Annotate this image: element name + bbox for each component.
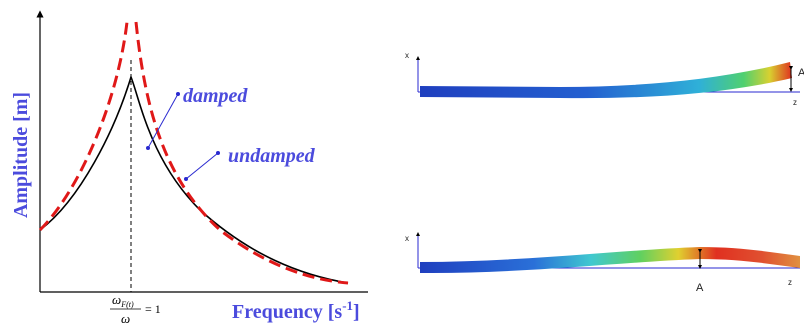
x-axis-label: Frequency [s-1]	[232, 298, 360, 323]
formula-equals: = 1	[145, 302, 161, 316]
axis-label: x	[405, 51, 409, 60]
formula: ωF(t) ω = 1	[110, 292, 161, 326]
formula-denominator: ω	[121, 311, 130, 326]
plot: damped undamped Amplitude [m] Frequency …	[10, 14, 368, 326]
subscript: F(t)	[120, 300, 134, 309]
damped-curve	[40, 77, 348, 283]
amplitude-label: A	[696, 282, 704, 294]
pointer-dot	[216, 151, 220, 155]
x-label-sup: -1	[342, 298, 353, 313]
pointer	[148, 94, 178, 148]
amplitude-label: A	[798, 67, 804, 79]
pointer-dot	[146, 146, 150, 150]
formula-numerator: ωF(t)	[112, 292, 134, 309]
beam	[420, 247, 800, 273]
figure: damped undamped Amplitude [m] Frequency …	[0, 0, 804, 329]
pointer	[186, 153, 218, 179]
curve-label: undamped	[228, 145, 316, 167]
beam-view: x z A	[405, 234, 800, 294]
x-label-close: ]	[353, 301, 360, 323]
pointer-dot	[176, 92, 180, 96]
axis-label: z	[788, 278, 792, 287]
axis-label: z	[793, 98, 797, 107]
x-label-text: Frequency [s	[232, 301, 342, 323]
pointer-dot	[184, 177, 188, 181]
omega: ω	[112, 292, 121, 307]
y-axis-label: Amplitude [m]	[10, 92, 32, 218]
curve-label: damped	[183, 85, 248, 107]
beam-view: x z A	[405, 51, 804, 107]
beam	[420, 62, 792, 98]
axis-label: x	[405, 234, 409, 243]
